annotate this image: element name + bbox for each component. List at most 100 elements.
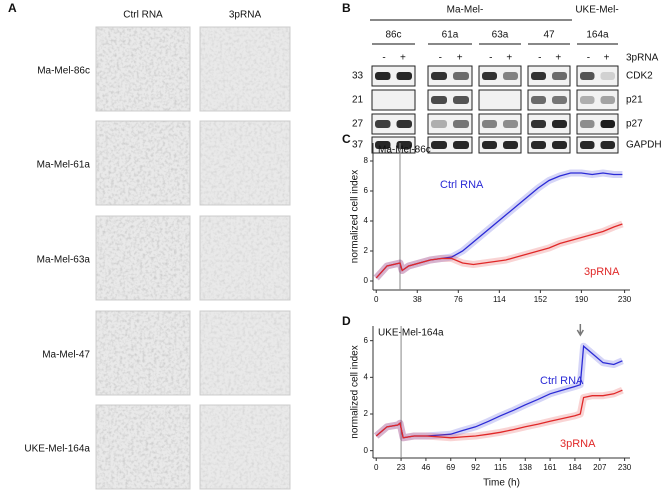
band	[482, 120, 497, 128]
series-label: Ctrl RNA	[440, 179, 484, 191]
band	[600, 72, 615, 80]
band	[396, 72, 412, 80]
blot-box	[478, 65, 522, 87]
blot-box	[576, 113, 619, 135]
treatment-label: 3pRNA	[626, 53, 659, 64]
protein-label: GAPDH	[626, 140, 662, 151]
blot-box	[527, 65, 571, 87]
x-tick-label: 161	[543, 463, 557, 472]
band	[503, 120, 518, 128]
series-label: 3pRNA	[560, 438, 596, 450]
micrograph-texture	[200, 121, 290, 205]
lane-label: 61a	[442, 30, 459, 41]
micrograph-texture	[96, 311, 190, 395]
band	[552, 120, 567, 128]
x-tick-label: 0	[374, 295, 379, 304]
sign: +	[604, 53, 610, 64]
x-tick-label: 115	[494, 463, 507, 472]
band	[503, 141, 518, 149]
column-header: 3pRNA	[229, 10, 262, 21]
row-label: Ma-Mel-61a	[37, 160, 91, 171]
band	[453, 96, 469, 104]
lane-label: 86c	[385, 30, 401, 41]
band	[375, 120, 391, 128]
band	[580, 141, 595, 149]
mw-label: 21	[352, 95, 364, 106]
x-tick-label: 92	[471, 463, 480, 472]
band	[531, 72, 546, 80]
blot-box	[527, 89, 571, 111]
sign: +	[400, 53, 406, 64]
x-tick-label: 46	[421, 463, 430, 472]
blot-box	[427, 113, 473, 135]
band	[375, 141, 391, 149]
band	[482, 72, 497, 80]
y-tick-label: 4	[364, 372, 369, 381]
band	[503, 72, 518, 80]
blot-box	[427, 89, 473, 111]
band	[453, 120, 469, 128]
lane-label: 63a	[492, 30, 509, 41]
y-tick-label: 4	[364, 216, 369, 225]
x-tick-label: 38	[413, 295, 422, 304]
micrograph-texture	[200, 311, 290, 395]
sign: -	[489, 53, 492, 64]
sign: -	[439, 53, 442, 64]
panel-label: D	[342, 314, 351, 328]
blot-box	[576, 89, 619, 111]
band	[552, 141, 567, 149]
band	[600, 96, 615, 104]
sign: -	[382, 53, 385, 64]
lane-label: 47	[543, 30, 555, 41]
band	[453, 141, 469, 149]
x-tick-label: 190	[575, 295, 589, 304]
x-tick-label: 138	[519, 463, 533, 472]
error-band	[373, 342, 624, 442]
x-tick-label: 207	[593, 463, 607, 472]
chart-title: Ma-Mel-86c	[378, 145, 431, 156]
mw-label: 27	[352, 119, 364, 130]
panel-label: B	[342, 1, 351, 15]
sign: +	[555, 53, 561, 64]
protein-label: CDK2	[626, 71, 653, 82]
band	[431, 141, 447, 149]
series-line	[375, 389, 623, 439]
x-tick-label: 184	[568, 463, 582, 472]
row-label: Ma-Mel-86c	[37, 66, 90, 77]
x-tick-label: 23	[397, 463, 406, 472]
micrograph-texture	[200, 216, 290, 300]
sign: -	[587, 53, 590, 64]
micrograph-texture	[96, 27, 190, 111]
micrograph-texture	[96, 121, 190, 205]
lane-label: 164a	[586, 30, 609, 41]
band	[431, 72, 447, 80]
blot-box	[371, 65, 416, 87]
series-label: 3pRNA	[584, 266, 620, 278]
row-label: Ma-Mel-47	[42, 350, 90, 361]
band	[552, 96, 567, 104]
band	[600, 141, 615, 149]
mw-label: 37	[352, 140, 364, 151]
group-header: UKE-Mel-	[575, 5, 618, 16]
group-header: Ma-Mel-	[447, 5, 484, 16]
sign: +	[457, 53, 463, 64]
mw-label: 33	[352, 71, 364, 82]
sign: -	[538, 53, 541, 64]
x-tick-label: 152	[534, 295, 548, 304]
band	[580, 72, 595, 80]
x-tick-label: 0	[374, 463, 379, 472]
band	[552, 72, 567, 80]
y-tick-label: 2	[364, 246, 369, 255]
blot-box	[527, 113, 571, 135]
panel-label: C	[342, 132, 351, 146]
row-label: UKE-Mel-164a	[24, 444, 90, 455]
y-tick-label: 2	[364, 409, 369, 418]
blot-box	[576, 65, 619, 87]
band	[600, 120, 615, 128]
micrograph-texture	[96, 405, 190, 489]
x-tick-label: 69	[446, 463, 455, 472]
micrograph-texture	[200, 27, 290, 111]
blot-box	[427, 65, 473, 87]
micrograph-texture	[200, 405, 290, 489]
